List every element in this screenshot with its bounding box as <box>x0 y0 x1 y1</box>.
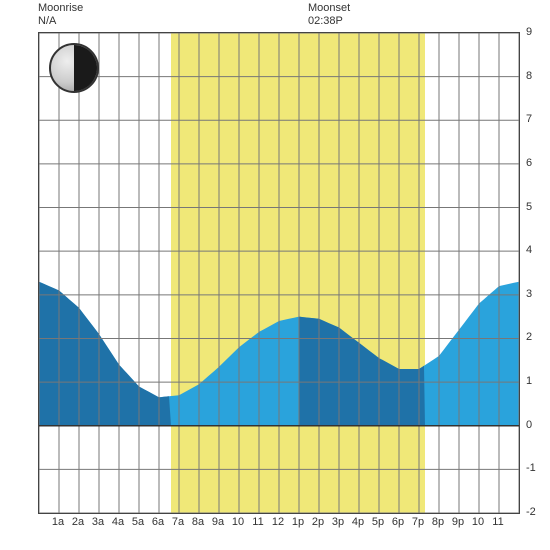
x-tick: 8p <box>432 516 444 528</box>
x-tick: 2a <box>72 516 84 528</box>
moonset-label: Moonset <box>308 2 350 15</box>
x-tick: 9p <box>452 516 464 528</box>
x-tick: 1p <box>292 516 304 528</box>
x-tick: 7a <box>172 516 184 528</box>
y-tick: 0 <box>526 419 532 431</box>
moonrise-block: Moonrise N/A <box>38 2 83 28</box>
tide-chart-container: Moonrise N/A Moonset 02:38P 1a 2a 3a 4a 5a 6a… <box>0 0 550 550</box>
y-tick: 2 <box>526 331 532 343</box>
y-tick: 1 <box>526 375 532 387</box>
x-tick: 4a <box>112 516 124 528</box>
y-tick: 7 <box>526 113 532 125</box>
x-tick: 9a <box>212 516 224 528</box>
x-tick: 12 <box>272 516 284 528</box>
y-tick: -1 <box>526 462 536 474</box>
y-tick: 5 <box>526 201 532 213</box>
x-tick: 6p <box>392 516 404 528</box>
x-tick: 2p <box>312 516 324 528</box>
moonset-block: Moonset 02:38P <box>308 2 350 28</box>
x-tick: 6a <box>152 516 164 528</box>
x-tick: 3p <box>332 516 344 528</box>
y-tick: 8 <box>526 70 532 82</box>
x-tick: 5a <box>132 516 144 528</box>
x-tick: 11 <box>492 516 503 528</box>
moon-phase-icon <box>49 43 99 93</box>
x-tick: 3a <box>92 516 104 528</box>
y-tick: 6 <box>526 157 532 169</box>
x-tick: 7p <box>412 516 424 528</box>
y-tick: 3 <box>526 288 532 300</box>
x-tick: 10 <box>232 516 244 528</box>
x-tick: 8a <box>192 516 204 528</box>
y-tick: 9 <box>526 26 532 38</box>
moonrise-value: N/A <box>38 15 83 28</box>
x-tick: 5p <box>372 516 384 528</box>
x-tick: 1a <box>52 516 64 528</box>
y-tick: -2 <box>526 506 536 518</box>
moonrise-label: Moonrise <box>38 2 83 15</box>
moonset-value: 02:38P <box>308 15 350 28</box>
chart-plot-area <box>38 32 520 514</box>
x-tick: 4p <box>352 516 364 528</box>
x-tick: 10 <box>472 516 484 528</box>
y-tick: 4 <box>526 244 532 256</box>
grid <box>39 33 519 513</box>
x-tick: 11 <box>252 516 263 528</box>
